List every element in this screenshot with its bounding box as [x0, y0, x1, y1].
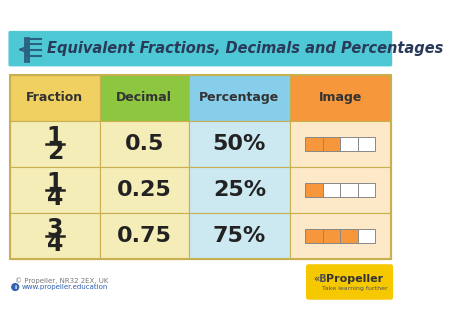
Bar	[340, 229, 358, 243]
Bar	[290, 121, 391, 167]
Text: 0.25: 0.25	[117, 180, 172, 200]
Bar	[100, 213, 189, 259]
FancyBboxPatch shape	[306, 264, 393, 300]
Bar	[322, 183, 340, 197]
Bar	[358, 137, 375, 151]
Bar	[358, 183, 375, 197]
FancyBboxPatch shape	[9, 31, 392, 66]
Bar	[290, 167, 391, 213]
Text: Decimal: Decimal	[116, 92, 172, 105]
Text: Percentage: Percentage	[199, 92, 280, 105]
Text: www.propeller.education: www.propeller.education	[22, 284, 109, 290]
Text: i: i	[14, 285, 16, 290]
Text: 4: 4	[46, 186, 63, 210]
Bar	[100, 75, 189, 121]
Text: Fraction: Fraction	[26, 92, 83, 105]
Bar	[10, 213, 100, 259]
Text: 4: 4	[46, 232, 63, 256]
Bar	[10, 167, 100, 213]
Bar	[340, 137, 358, 151]
Text: Image: Image	[319, 92, 362, 105]
Bar	[305, 183, 322, 197]
Text: 1: 1	[46, 125, 63, 149]
Bar	[290, 213, 391, 259]
Circle shape	[12, 284, 18, 291]
Bar	[189, 121, 290, 167]
Text: 2: 2	[46, 140, 63, 164]
Text: «B: «B	[314, 274, 327, 284]
Text: © Propeller, NR32 2EX, UK: © Propeller, NR32 2EX, UK	[15, 278, 109, 285]
Bar	[10, 75, 100, 121]
Bar	[322, 137, 340, 151]
Text: 50%: 50%	[213, 134, 266, 154]
Bar	[322, 229, 340, 243]
Bar	[10, 75, 391, 259]
Text: 3: 3	[46, 217, 63, 241]
Text: 75%: 75%	[213, 226, 266, 246]
Bar	[10, 121, 100, 167]
Bar	[189, 75, 290, 121]
Text: 0.75: 0.75	[117, 226, 172, 246]
Text: 1: 1	[46, 171, 63, 195]
Text: Take learning further: Take learning further	[322, 286, 388, 291]
Bar	[358, 229, 375, 243]
Bar	[290, 75, 391, 121]
Text: 25%: 25%	[213, 180, 266, 200]
Text: 0.5: 0.5	[125, 134, 164, 154]
Bar	[340, 183, 358, 197]
Text: Propeller: Propeller	[327, 274, 383, 284]
Bar	[189, 167, 290, 213]
Bar	[100, 167, 189, 213]
Bar	[100, 121, 189, 167]
Bar	[189, 213, 290, 259]
Text: Equivalent Fractions, Decimals and Percentages: Equivalent Fractions, Decimals and Perce…	[47, 41, 444, 56]
Bar	[305, 137, 322, 151]
Bar	[305, 229, 322, 243]
